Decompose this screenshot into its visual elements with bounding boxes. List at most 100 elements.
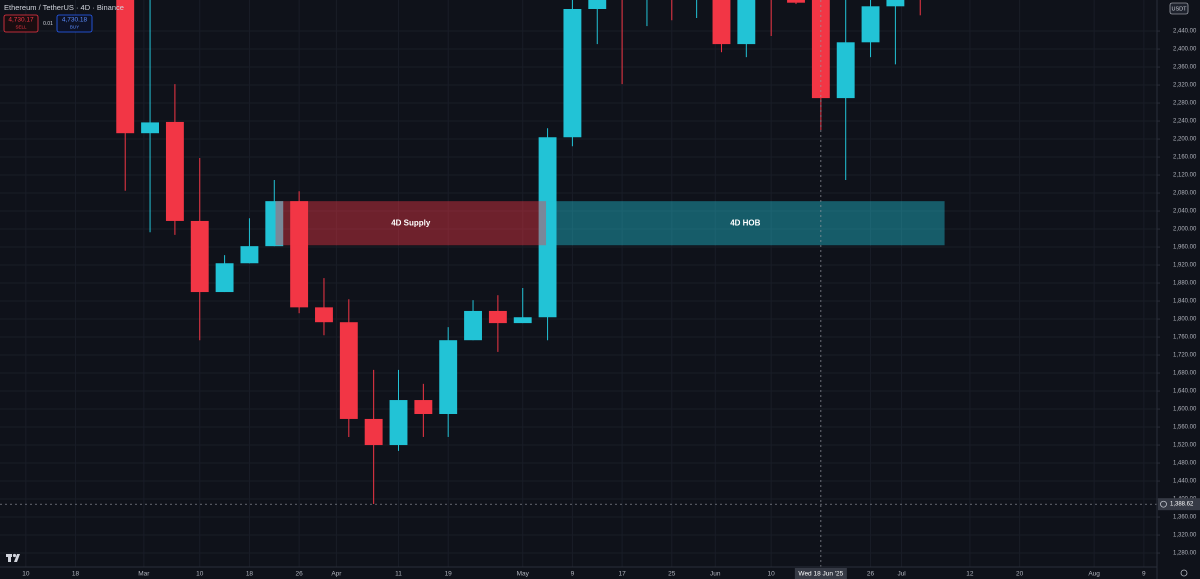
currency-box[interactable] (1169, 2, 1189, 15)
x-tick-label: 20 (1016, 571, 1024, 578)
x-tick-label: Mar (138, 571, 150, 578)
candle-body (886, 0, 905, 7)
x-tick-label: 26 (867, 571, 875, 578)
sell-price: 4,730.17 (8, 17, 34, 24)
settings-icon[interactable] (1180, 569, 1188, 577)
candle-body (811, 0, 830, 99)
candle-body (861, 6, 880, 43)
y-tick-label: 1,600.00 (1173, 407, 1197, 413)
candle-body (141, 122, 160, 134)
grid (0, 0, 1157, 567)
buy-label: BUY (70, 25, 79, 30)
plot-area: 4D Supply 4D HOB (0, 0, 1157, 567)
zone (546, 201, 945, 246)
candle-body (488, 310, 507, 324)
x-tick-label: 10 (768, 571, 776, 578)
x-tick-label: Jul (897, 571, 906, 578)
x-tick-label: May (517, 571, 530, 578)
buy-button[interactable] (56, 14, 93, 33)
x-tick-label: 12 (966, 571, 974, 578)
candle-body (414, 400, 433, 414)
x-tick-label: 11 (395, 571, 402, 578)
y-tick-label: 1,720.00 (1173, 353, 1197, 359)
y-tick-label: 1,840.00 (1173, 299, 1197, 305)
y-tick-label: 2,000.00 (1173, 227, 1197, 233)
y-tick-label: 2,040.00 (1173, 209, 1197, 215)
y-tick-label: 1,920.00 (1173, 263, 1197, 269)
buy-price: 4,730.18 (62, 17, 88, 24)
candle-body (315, 307, 333, 323)
candle-body (116, 0, 135, 134)
x-tick-label: 18 (72, 571, 80, 578)
candle-body (265, 201, 284, 247)
candle-body (339, 322, 358, 419)
zone-label: 4D HOB (730, 218, 760, 227)
x-tick-label: Jun (710, 571, 721, 578)
x-tick-label: 9 (1142, 571, 1146, 578)
y-tick-label: 1,280.00 (1173, 551, 1197, 557)
x-tick-label: 10 (22, 571, 30, 578)
symbol-title: Ethereum / TetherUS · 4D · Binance (4, 3, 124, 12)
y-tick-label: 2,120.00 (1173, 173, 1197, 179)
candle-body (215, 263, 234, 293)
candle-body (737, 0, 756, 45)
y-tick-label: 2,240.00 (1173, 119, 1197, 125)
candle-body (787, 0, 805, 3)
axes: 1,280.001,320.001,360.001,400.001,440.00… (22, 29, 1200, 579)
y-tick-label: 2,400.00 (1173, 47, 1197, 53)
quantity: 0.01 (43, 21, 53, 27)
x-tick-label: Aug (1088, 571, 1100, 578)
y-tick-label: 1,440.00 (1173, 479, 1197, 485)
y-tick-label: 2,160.00 (1173, 155, 1197, 161)
y-tick-label: 1,960.00 (1173, 245, 1197, 251)
y-tick-label: 1,520.00 (1173, 443, 1197, 449)
candle-body (439, 340, 458, 414)
candle-body (836, 42, 855, 99)
y-tick-label: 2,360.00 (1173, 65, 1197, 71)
y-tick-label: 2,440.00 (1173, 29, 1197, 35)
crosshair-icon (1160, 500, 1167, 508)
candle-body (712, 0, 731, 45)
zone (275, 201, 547, 246)
x-tick-label: 19 (445, 571, 453, 578)
x-tick-label: 9 (571, 571, 575, 578)
crosshair-price-box (1158, 498, 1200, 511)
y-tick-label: 1,680.00 (1173, 371, 1197, 377)
currency: USDT (1172, 6, 1188, 12)
candle-body (588, 0, 607, 10)
sell-button[interactable] (3, 14, 39, 33)
x-tick-label: 26 (296, 571, 304, 578)
zone-label: 4D Supply (391, 218, 431, 227)
candle-body (464, 310, 482, 341)
sell-label: SELL (15, 25, 27, 30)
x-tick-label: 17 (618, 571, 626, 578)
candle-body (290, 201, 309, 308)
y-tick-label: 2,200.00 (1173, 137, 1197, 143)
candle-body (389, 400, 408, 446)
crosshair-price-label: 1,388.62 (1170, 502, 1194, 508)
x-tick-label: 10 (196, 571, 204, 578)
overlay: Ethereum / TetherUS · 4D · Binance 4,730… (3, 2, 1189, 577)
crosshair-date-box (794, 568, 847, 579)
candle-body (563, 9, 582, 138)
y-tick-label: 1,320.00 (1173, 533, 1197, 539)
candle-body (165, 121, 184, 221)
y-tick-label: 1,560.00 (1173, 425, 1197, 431)
y-tick-label: 2,320.00 (1173, 83, 1197, 89)
y-tick-label: 2,080.00 (1173, 191, 1197, 197)
candle-body (190, 220, 209, 293)
candle-body (364, 418, 383, 446)
y-tick-label: 1,760.00 (1173, 335, 1197, 341)
crosshair-date-label: Wed 18 Jun '25 (798, 571, 843, 578)
y-tick-label: 2,280.00 (1173, 101, 1197, 107)
y-tick-label: 1,640.00 (1173, 389, 1197, 395)
candle-body (513, 317, 532, 324)
candle-body (240, 246, 259, 264)
x-tick-label: 18 (246, 571, 254, 578)
y-tick-label: 1,480.00 (1173, 461, 1197, 467)
y-tick-label: 1,800.00 (1173, 317, 1197, 323)
x-tick-label: 25 (668, 571, 676, 578)
tradingview-logo (6, 553, 20, 562)
